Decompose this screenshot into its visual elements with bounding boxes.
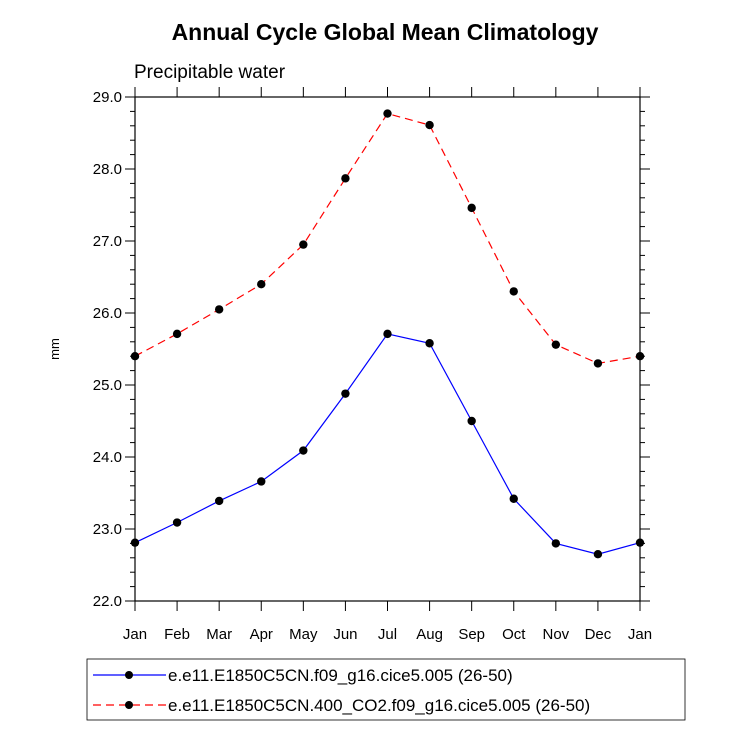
series-line-0	[134, 333, 641, 555]
legend-marker-1	[125, 701, 133, 709]
legend-label-0: e.e11.E1850C5CN.f09_g16.cice5.005 (26-50…	[168, 666, 513, 685]
legend-entry-0: e.e11.E1850C5CN.f09_g16.cice5.005 (26-50…	[93, 666, 513, 685]
x-tick-label: Jun	[333, 626, 357, 643]
data-point-1	[383, 109, 392, 118]
x-tick-label: Mar	[206, 626, 232, 643]
data-point-0	[551, 539, 561, 548]
x-tick-label: Jan	[628, 626, 652, 643]
data-point-1	[593, 359, 603, 368]
data-point-0	[635, 538, 645, 547]
data-point-0	[299, 446, 308, 455]
y-tick-label: 22.0	[93, 593, 122, 610]
y-tick-label: 24.0	[93, 449, 122, 466]
x-tick-label: May	[289, 626, 318, 643]
y-tick-label: 23.0	[93, 521, 122, 538]
chart-subtitle: Precipitable water	[134, 62, 286, 83]
data-point-0	[467, 416, 476, 426]
x-tick-label: Sep	[458, 626, 485, 643]
data-point-0	[341, 389, 350, 398]
data-point-0	[383, 329, 392, 339]
x-tick-label: Oct	[502, 626, 526, 643]
data-point-1	[214, 305, 224, 314]
data-point-1	[551, 340, 561, 349]
x-tick-label: Jan	[123, 626, 147, 643]
data-point-0	[257, 477, 266, 486]
y-axis-label: mm	[47, 338, 62, 360]
legend-box	[86, 658, 686, 721]
legend-marker-0	[125, 671, 133, 679]
x-tick-label: Feb	[164, 626, 190, 643]
x-tick-label: Dec	[585, 626, 612, 643]
axis-ticks	[125, 87, 650, 611]
x-tick-label: Jul	[378, 626, 397, 643]
data-point-1	[257, 280, 266, 289]
series-line-1	[134, 112, 641, 365]
legend-entry-1: e.e11.E1850C5CN.400_CO2.f09_g16.cice5.00…	[93, 696, 590, 715]
y-tick-labels: 22.0 23.0 24.0 25.0 26.0 27.0 28.0 29.0	[93, 89, 122, 610]
data-point-1	[341, 174, 350, 183]
data-point-1	[172, 329, 182, 339]
data-point-0	[172, 518, 182, 527]
data-point-0	[593, 550, 603, 559]
data-point-1	[467, 203, 476, 213]
data-point-1	[299, 240, 308, 249]
y-tick-label: 28.0	[93, 161, 122, 178]
x-tick-label: Nov	[542, 626, 569, 643]
x-tick-label: Apr	[250, 626, 273, 643]
series-group	[130, 109, 645, 559]
y-tick-label: 25.0	[93, 377, 122, 394]
y-tick-label: 26.0	[93, 305, 122, 322]
chart-title: Annual Cycle Global Mean Climatology	[172, 19, 599, 45]
y-tick-label: 27.0	[93, 233, 122, 250]
data-point-1	[635, 352, 645, 361]
legend-label-1: e.e11.E1850C5CN.400_CO2.f09_g16.cice5.00…	[168, 696, 590, 715]
data-point-1	[130, 352, 140, 361]
data-point-0	[509, 494, 518, 503]
data-point-1	[425, 120, 434, 130]
data-point-1	[509, 287, 518, 296]
data-point-0	[425, 339, 434, 348]
x-tick-labels: Jan Feb Mar Apr May Jun Jul Aug Sep Oct Nov Dec Jan	[123, 626, 652, 643]
data-point-0	[130, 538, 140, 547]
y-tick-label: 29.0	[93, 89, 122, 106]
x-tick-label: Aug	[416, 626, 443, 643]
data-point-0	[214, 496, 224, 506]
